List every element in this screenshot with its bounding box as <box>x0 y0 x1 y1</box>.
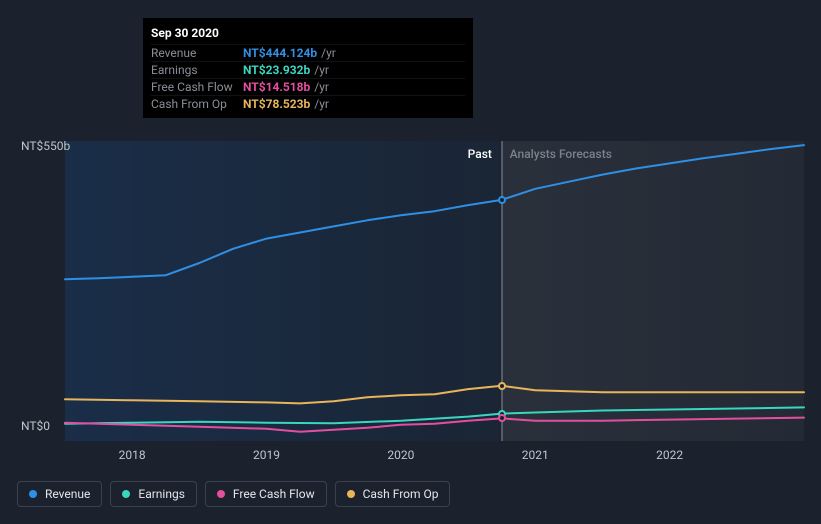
tooltip-row-label: Cash From Op <box>151 97 243 111</box>
hover-marker-fcf <box>498 414 506 422</box>
y-axis-tick: NT$550b <box>21 139 70 153</box>
legend: Revenue Earnings Free Cash Flow Cash From O… <box>17 481 450 507</box>
legend-label: Cash From Op <box>363 487 439 501</box>
x-axis-tick: 2018 <box>119 448 146 462</box>
legend-swatch <box>217 490 225 498</box>
legend-item-cfo[interactable]: Cash From Op <box>335 481 451 507</box>
legend-label: Revenue <box>45 487 90 501</box>
tooltip-row-label: Earnings <box>151 63 243 77</box>
series-line-revenue <box>65 145 804 279</box>
tooltip-row: Cash From OpNT$78.523b/yr <box>151 95 465 112</box>
series-lines <box>65 141 804 441</box>
tooltip-row-value: NT$14.518b <box>243 80 310 94</box>
legend-item-fcf[interactable]: Free Cash Flow <box>205 481 327 507</box>
tooltip-row-label: Revenue <box>151 46 243 60</box>
tooltip-row-unit: /yr <box>321 46 336 60</box>
hover-marker-cfo <box>498 382 506 390</box>
legend-item-revenue[interactable]: Revenue <box>17 481 102 507</box>
legend-swatch <box>347 490 355 498</box>
series-line-earnings <box>65 407 804 423</box>
legend-label: Free Cash Flow <box>233 487 315 501</box>
tooltip-row-value: NT$78.523b <box>243 97 310 111</box>
hover-marker-revenue <box>498 196 506 204</box>
x-axis-tick: 2020 <box>387 448 414 462</box>
series-line-fcf <box>65 418 804 432</box>
legend-item-earnings[interactable]: Earnings <box>110 481 197 507</box>
tooltip-date: Sep 30 2020 <box>151 24 465 44</box>
legend-swatch <box>29 490 37 498</box>
tooltip: Sep 30 2020 RevenueNT$444.124b/yrEarning… <box>143 18 473 118</box>
tooltip-row-unit: /yr <box>314 97 329 111</box>
tooltip-row-value: NT$23.932b <box>243 63 310 77</box>
series-line-cfo <box>65 386 804 404</box>
tooltip-row: EarningsNT$23.932b/yr <box>151 61 465 78</box>
tooltip-row: RevenueNT$444.124b/yr <box>151 44 465 61</box>
y-axis-tick: NT$0 <box>21 419 50 433</box>
tooltip-row-unit: /yr <box>314 80 329 94</box>
x-axis-tick: 2022 <box>656 448 683 462</box>
x-axis-tick: 2019 <box>253 448 280 462</box>
tooltip-row-unit: /yr <box>314 63 329 77</box>
legend-label: Earnings <box>138 487 185 501</box>
tooltip-row: Free Cash FlowNT$14.518b/yr <box>151 78 465 95</box>
legend-swatch <box>122 490 130 498</box>
tooltip-row-value: NT$444.124b <box>243 46 317 60</box>
x-axis-tick: 2021 <box>522 448 549 462</box>
tooltip-row-label: Free Cash Flow <box>151 80 243 94</box>
